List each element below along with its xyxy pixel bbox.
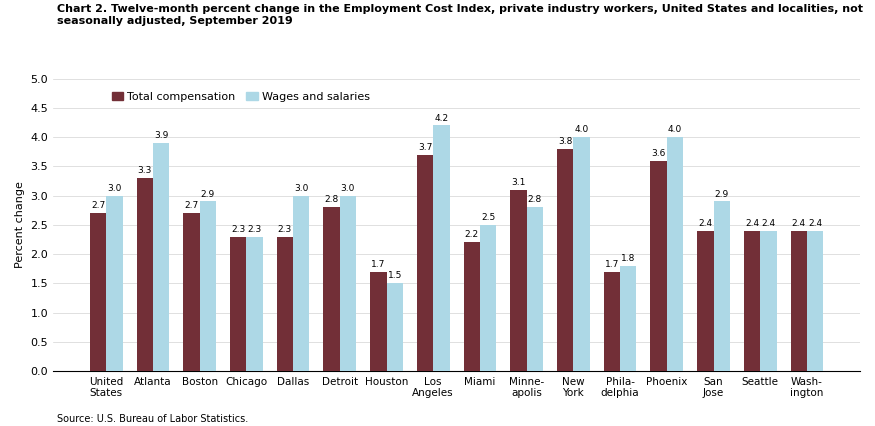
Bar bbox=[650, 161, 667, 371]
Bar bbox=[247, 236, 262, 371]
Bar bbox=[136, 178, 153, 371]
Text: 2.4: 2.4 bbox=[792, 219, 806, 228]
Bar bbox=[713, 201, 730, 371]
Bar bbox=[106, 196, 123, 371]
Text: 2.7: 2.7 bbox=[185, 201, 199, 210]
Text: 2.4: 2.4 bbox=[745, 219, 760, 228]
Text: 2.7: 2.7 bbox=[91, 201, 105, 210]
Bar bbox=[760, 231, 777, 371]
Bar bbox=[510, 190, 527, 371]
Text: 3.0: 3.0 bbox=[340, 184, 355, 193]
Text: 3.1: 3.1 bbox=[511, 178, 526, 187]
Text: 3.9: 3.9 bbox=[154, 131, 168, 140]
Text: 4.0: 4.0 bbox=[668, 125, 682, 134]
Bar bbox=[200, 201, 216, 371]
Text: 2.9: 2.9 bbox=[715, 190, 729, 199]
Legend: Total compensation, Wages and salaries: Total compensation, Wages and salaries bbox=[107, 87, 374, 106]
Text: 3.8: 3.8 bbox=[558, 137, 572, 146]
Text: 2.3: 2.3 bbox=[277, 225, 292, 233]
Bar bbox=[433, 125, 450, 371]
Bar bbox=[230, 236, 247, 371]
Bar bbox=[807, 231, 823, 371]
Text: 4.2: 4.2 bbox=[434, 113, 449, 123]
Y-axis label: Percent change: Percent change bbox=[15, 181, 25, 268]
Text: 1.8: 1.8 bbox=[621, 254, 635, 263]
Bar bbox=[557, 149, 573, 371]
Bar bbox=[620, 266, 636, 371]
Bar bbox=[153, 143, 169, 371]
Text: 2.4: 2.4 bbox=[698, 219, 712, 228]
Text: 2.9: 2.9 bbox=[200, 190, 215, 199]
Text: 1.5: 1.5 bbox=[388, 271, 402, 280]
Bar bbox=[744, 231, 760, 371]
Text: Source: U.S. Bureau of Labor Statistics.: Source: U.S. Bureau of Labor Statistics. bbox=[57, 414, 248, 424]
Text: 2.2: 2.2 bbox=[465, 230, 479, 239]
Text: Chart 2. Twelve-month percent change in the Employment Cost Index, private indus: Chart 2. Twelve-month percent change in … bbox=[57, 4, 863, 26]
Text: 2.8: 2.8 bbox=[325, 196, 339, 204]
Bar bbox=[183, 213, 200, 371]
Text: 4.0: 4.0 bbox=[574, 125, 589, 134]
Text: 1.7: 1.7 bbox=[371, 260, 386, 269]
Bar bbox=[464, 242, 480, 371]
Bar bbox=[573, 137, 590, 371]
Text: 2.3: 2.3 bbox=[231, 225, 245, 233]
Text: 3.0: 3.0 bbox=[107, 184, 122, 193]
Text: 1.7: 1.7 bbox=[605, 260, 620, 269]
Bar bbox=[293, 196, 310, 371]
Text: 2.3: 2.3 bbox=[248, 225, 262, 233]
Text: 2.4: 2.4 bbox=[808, 219, 822, 228]
Bar bbox=[527, 207, 543, 371]
Bar bbox=[791, 231, 807, 371]
Text: 3.6: 3.6 bbox=[652, 149, 666, 158]
Bar bbox=[387, 283, 402, 371]
Text: 3.3: 3.3 bbox=[137, 166, 152, 175]
Text: 2.8: 2.8 bbox=[528, 196, 542, 204]
Bar bbox=[340, 196, 356, 371]
Text: 3.0: 3.0 bbox=[294, 184, 308, 193]
Text: 2.4: 2.4 bbox=[761, 219, 775, 228]
Bar bbox=[604, 272, 620, 371]
Text: 2.5: 2.5 bbox=[481, 213, 495, 222]
Bar bbox=[276, 236, 293, 371]
Bar bbox=[90, 213, 106, 371]
Bar bbox=[697, 231, 713, 371]
Text: 3.7: 3.7 bbox=[418, 143, 432, 152]
Bar bbox=[324, 207, 340, 371]
Bar bbox=[416, 155, 433, 371]
Bar bbox=[370, 272, 387, 371]
Bar bbox=[480, 225, 496, 371]
Bar bbox=[667, 137, 683, 371]
